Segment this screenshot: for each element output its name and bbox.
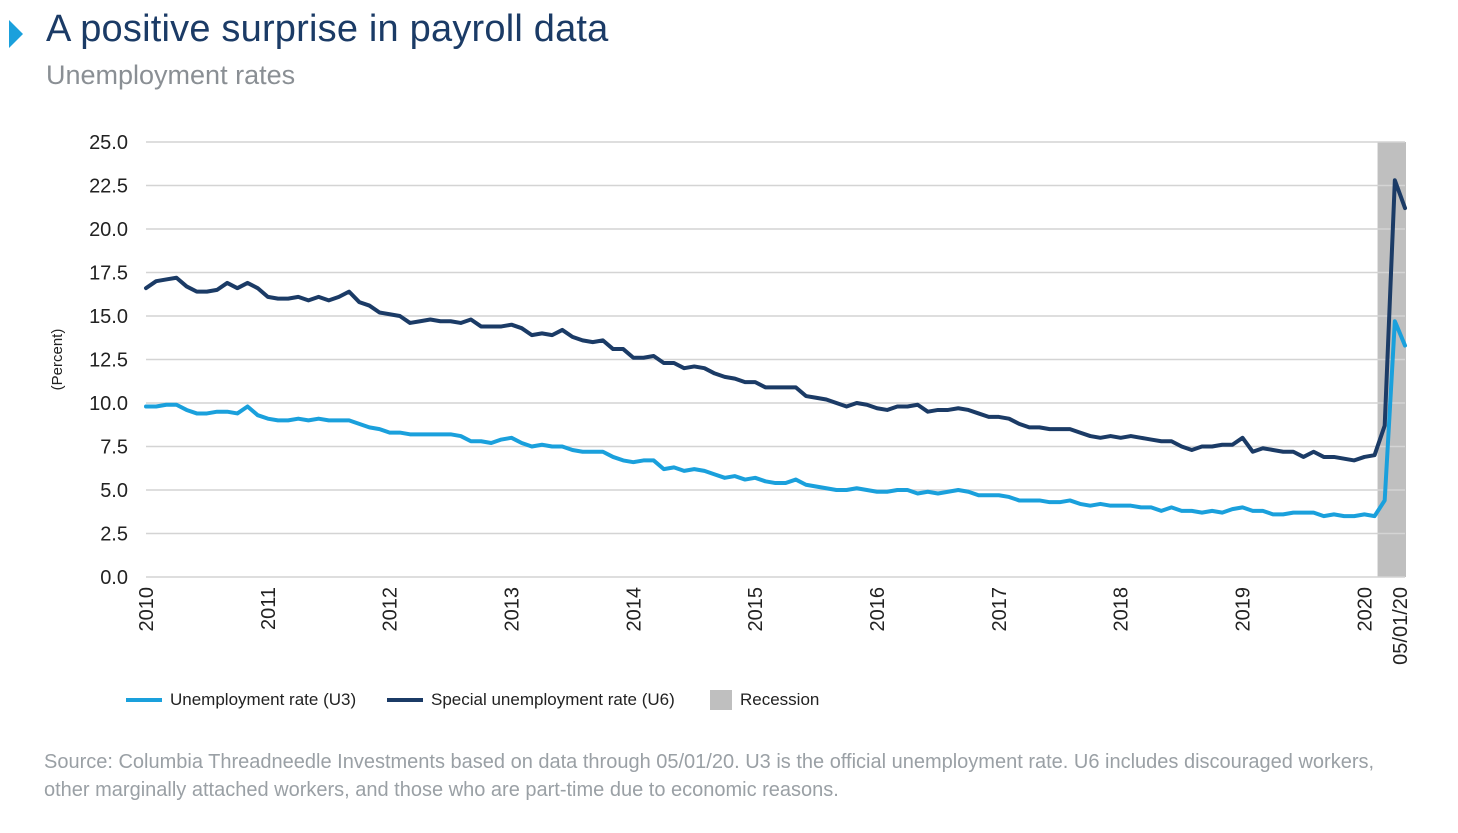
x-tick-label: 2019 — [1233, 587, 1255, 632]
x-tick-label: 2010 — [136, 587, 158, 632]
legend-label-recession: Recession — [740, 690, 820, 709]
page-title: A positive surprise in payroll data — [46, 8, 609, 50]
y-tick-label: 25.0 — [89, 132, 128, 154]
x-tick-label: 2020 — [1354, 587, 1376, 632]
x-tick-label: 2017 — [989, 587, 1011, 632]
x-tick-label: 2013 — [502, 587, 524, 632]
x-tick-label: 2018 — [1111, 587, 1133, 632]
page-subtitle: Unemployment rates — [46, 60, 296, 90]
series-line-u3 — [144, 319, 1407, 519]
y-tick-label: 0.0 — [100, 567, 128, 589]
legend-item-u3: Unemployment rate (U3) — [126, 688, 356, 712]
x-tick-label: 05/01/20 — [1390, 587, 1412, 665]
title-marker-icon — [9, 20, 23, 48]
series-line-u6 — [144, 178, 1407, 463]
x-tick-label: 2012 — [380, 587, 402, 632]
y-tick-label: 5.0 — [100, 480, 128, 502]
x-tick-label: 2015 — [745, 587, 767, 632]
y-tick-label: 10.0 — [89, 393, 128, 415]
legend-item-u6: Special unemployment rate (U6) — [387, 688, 675, 712]
legend-label-u3: Unemployment rate (U3) — [170, 690, 357, 709]
x-tick-label: 2014 — [623, 587, 645, 632]
y-tick-label: 17.5 — [89, 263, 128, 285]
legend-swatch-u3 — [126, 698, 162, 702]
y-tick-label: 2.5 — [100, 524, 128, 546]
x-tick-label: 2016 — [867, 587, 889, 632]
y-axis-label: (Percent) — [49, 329, 66, 391]
legend-item-recession: Recession — [710, 688, 819, 712]
y-tick-label: 15.0 — [89, 306, 128, 328]
legend-label-u6: Special unemployment rate (U6) — [431, 690, 675, 709]
legend-swatch-recession — [710, 690, 732, 710]
y-tick-label: 7.5 — [100, 437, 128, 459]
y-tick-label: 12.5 — [89, 350, 128, 372]
y-tick-label: 22.5 — [89, 176, 128, 198]
legend-swatch-u6 — [387, 698, 423, 702]
source-note: Source: Columbia Threadneedle Investment… — [44, 751, 1375, 801]
y-tick-label: 20.0 — [89, 219, 128, 241]
x-tick-label: 2011 — [258, 587, 280, 630]
